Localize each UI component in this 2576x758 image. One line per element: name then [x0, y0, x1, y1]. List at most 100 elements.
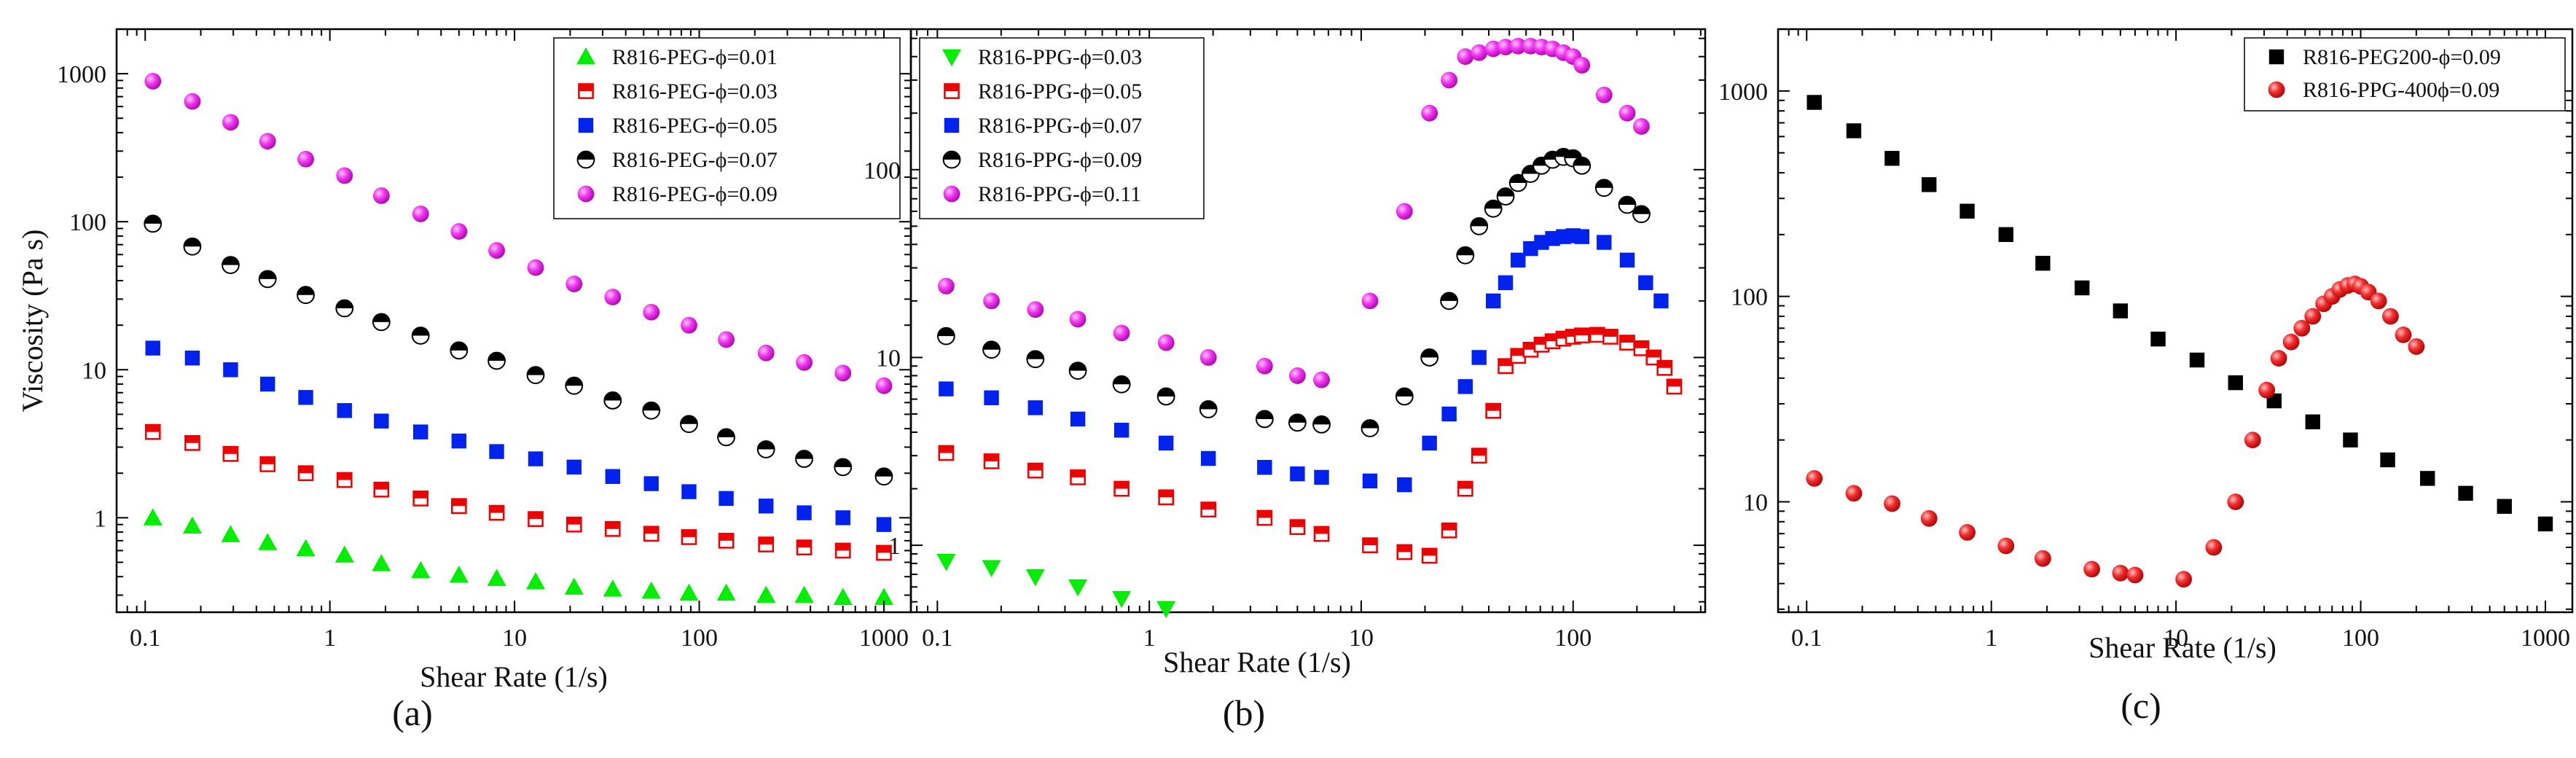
- panel-a-series-4-point-fill: [875, 468, 893, 477]
- panel-b-series-2-point: [1471, 448, 1487, 464]
- panel-b-series-4-point: [1508, 173, 1527, 192]
- panel-a-series-3-point: [835, 510, 850, 525]
- panel-b-series-5-point: [1633, 118, 1650, 135]
- panel-a-series-4-point: [565, 376, 584, 395]
- panel-a-series-5-point: [757, 344, 775, 362]
- panel-a-series-2-point: [834, 542, 851, 559]
- panel-c-series-2-point: [2270, 350, 2287, 367]
- panel-b-series-4-point: [1026, 350, 1045, 369]
- panel-b-series-2-point: [1313, 525, 1330, 542]
- panel-a-legend-marker-2: [578, 83, 594, 99]
- panel-a-series-5-point: [184, 93, 201, 110]
- panel-c-label: (c): [2121, 685, 2161, 726]
- panel-b-series-2-point-fill: [1620, 335, 1635, 343]
- panel-c-series-2-point: [1806, 469, 1823, 487]
- panel-a-series-1: [143, 508, 893, 605]
- panel-a-series-1-point: [258, 533, 278, 550]
- panel-b-series-3-point: [1597, 235, 1612, 250]
- panel-b-series-4-point-fill: [1595, 179, 1613, 188]
- panel-c-axes: 0.1 1 10 100 1000 10 100 1000: [1718, 28, 2572, 652]
- panel-b-series-4-point-fill: [1113, 375, 1130, 385]
- panel-a-legend-label-4: R816-PEG-ϕ=0.07: [612, 148, 778, 172]
- panel-a-series-2-point-fill: [528, 512, 543, 520]
- panel-c-marks: [1806, 95, 2553, 588]
- panel-c-series-1-point: [2113, 303, 2129, 319]
- panel-b-series-2-point: [938, 445, 955, 461]
- panel-b-series-2-point: [1441, 522, 1457, 539]
- panel-a-series-5-point: [259, 133, 276, 150]
- panel-a-series-4-point-fill: [718, 429, 735, 437]
- panel-c-series-2-point: [2126, 566, 2144, 584]
- panel-b-series-4-point-fill: [1157, 388, 1175, 396]
- panel-a-series-1-point: [411, 560, 431, 579]
- panel-b-legend: R816-PPG-ϕ=0.03 R816-PPG-ϕ=0.05 R816-PPG-ϕ…: [919, 37, 1205, 219]
- panel-a-series-2-point: [681, 529, 697, 545]
- panel-b-series-4: [936, 147, 1651, 437]
- panel-c-series-1-point: [1846, 123, 1862, 138]
- panel-a-series-3-point: [451, 433, 467, 449]
- panel-b-series-2-point-fill: [1634, 341, 1649, 348]
- panel-b-y-tick-label: 10: [876, 345, 901, 372]
- panel-a-series-4-point: [372, 313, 391, 332]
- panel-a-series-1-point: [716, 583, 736, 601]
- panel-a-series-4-point: [874, 467, 893, 486]
- panel-c-legend-marker-2: [2268, 81, 2285, 98]
- panel-c-x-tick-label: 100: [2342, 625, 2379, 652]
- panel-c-series-2-point: [1997, 537, 2015, 555]
- panel-b-series-4-point-fill: [1618, 196, 1636, 205]
- panel-a-series-4-point: [642, 401, 661, 420]
- panel-a-series-3-point: [145, 340, 160, 356]
- panel-b-series-4-point: [1470, 216, 1489, 235]
- panel-a-series-2-point: [297, 465, 314, 482]
- panel-b-series-3-point: [1457, 379, 1473, 394]
- panel-b-series-2-point-fill: [1422, 548, 1437, 556]
- panel-b-series-2-point: [1619, 335, 1635, 351]
- panel-b-legend-label-4: R816-PPG-ϕ=0.09: [978, 148, 1142, 172]
- panel-a-series-2-point-fill: [836, 543, 850, 551]
- panel-b-x-axis-title: Shear Rate (1/s): [1163, 646, 1351, 679]
- panel-a-series-4-point-fill: [184, 238, 201, 247]
- panel-a-series-3-point: [528, 451, 544, 466]
- panel-b-series-3-point: [1574, 229, 1589, 244]
- panel-a-series-3-point: [605, 469, 621, 484]
- panel-a-series-3: [145, 340, 892, 532]
- panel-b-legend-marker-2: [944, 83, 960, 99]
- panel-a-series-4-point-fill: [565, 377, 583, 386]
- panel-a-series-1-point: [874, 587, 893, 605]
- panel-c-x-tick-label: 1000: [2521, 625, 2570, 652]
- panel-b-series-2-point: [1573, 327, 1590, 344]
- panel-b-series-3-point: [1257, 460, 1272, 475]
- panel-a-series-4-point: [834, 458, 853, 477]
- panel-b-x-tick-label: 1: [1143, 625, 1156, 652]
- panel-a-x-tick-label: 0.1: [130, 625, 161, 652]
- panel-b-label: (b): [1223, 692, 1265, 733]
- panel-b-legend-marker-4: [942, 150, 961, 169]
- panel-b-series-2-point-fill: [1472, 448, 1487, 456]
- panel-a-series-1-point: [182, 516, 202, 534]
- panel-b-frame: [909, 28, 1707, 614]
- panel-c-series-1-point: [2075, 280, 2090, 296]
- panel-b-series-4-point: [1199, 400, 1218, 418]
- panel-a-series-3-point: [298, 390, 313, 405]
- panel-a-axes: 0.1 1 10 100 1000 1 10 100 1000: [57, 28, 911, 652]
- panel-b-series-3-point: [1113, 423, 1130, 438]
- panel-b-legend-label-5: R816-PPG-ϕ=0.11: [978, 182, 1141, 206]
- panel-a-series-5-point: [565, 276, 583, 292]
- panel-a-series-5-point: [875, 377, 893, 394]
- panel-b-series-2: [938, 327, 1683, 564]
- panel-b-series-2-point: [1289, 519, 1306, 536]
- panel-c-series-1-point: [2305, 414, 2320, 430]
- panel-c-series-2-point: [2083, 560, 2100, 578]
- panel-b-series-5-point: [1113, 324, 1130, 342]
- panel-a-series-5-point: [450, 223, 468, 240]
- panel-b-series-2-point: [1602, 329, 1618, 345]
- panel-a-series-2-point-fill: [719, 534, 734, 541]
- panel-c-series-1-point: [2343, 432, 2358, 448]
- panel-a-series-1-point: [641, 581, 661, 599]
- panel-c-series-2-point: [1959, 524, 1976, 541]
- panel-b-series-3-point: [1498, 275, 1514, 291]
- panel-a-label: (a): [392, 692, 433, 733]
- panel-b-series-4-point-fill: [1027, 351, 1044, 359]
- panel-a-series-4-point: [411, 327, 430, 345]
- panel-b-series-4-point-fill: [1457, 246, 1474, 256]
